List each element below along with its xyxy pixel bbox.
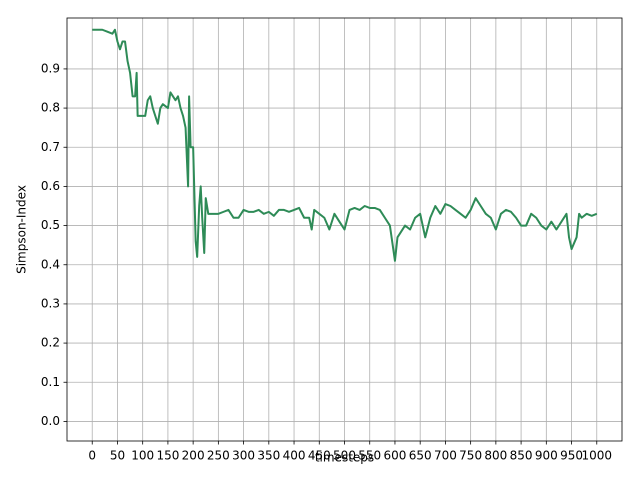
y-tick-label: 0.4 bbox=[41, 257, 60, 271]
grid bbox=[67, 18, 622, 441]
y-tick-label: 0.0 bbox=[41, 414, 60, 428]
x-tick-label: 150 bbox=[156, 449, 179, 463]
x-axis-label: timesteps bbox=[315, 451, 374, 465]
x-tick-label: 950 bbox=[560, 449, 583, 463]
x-tick-label: 300 bbox=[232, 449, 255, 463]
x-tick-label: 400 bbox=[283, 449, 306, 463]
y-tick-label: 0.9 bbox=[41, 61, 60, 75]
x-tick-label: 1000 bbox=[581, 449, 612, 463]
y-tick-label: 0.1 bbox=[41, 375, 60, 389]
y-tick-label: 0.2 bbox=[41, 336, 60, 350]
x-tick-label: 700 bbox=[434, 449, 457, 463]
x-tick-label: 350 bbox=[257, 449, 280, 463]
plot-area bbox=[92, 28, 598, 262]
y-tick-label: 0.6 bbox=[41, 179, 60, 193]
x-tick-label: 100 bbox=[131, 449, 154, 463]
x-tick-label: 250 bbox=[207, 449, 230, 463]
x-tick-label: 200 bbox=[182, 449, 205, 463]
y-tick-label: 0.8 bbox=[41, 101, 60, 115]
x-tick-label: 850 bbox=[510, 449, 533, 463]
y-tick-label: 0.5 bbox=[41, 218, 60, 232]
data-line bbox=[92, 28, 598, 262]
x-tick-label: 900 bbox=[535, 449, 558, 463]
x-tick-label: 550 bbox=[358, 449, 381, 463]
y-axis-label: Simpson-Index bbox=[15, 185, 29, 274]
x-tick-label: 0 bbox=[88, 449, 96, 463]
x-tick-label: 50 bbox=[110, 449, 125, 463]
x-tick-label: 750 bbox=[459, 449, 482, 463]
y-tick-label: 0.3 bbox=[41, 296, 60, 310]
x-tick-label: 800 bbox=[484, 449, 507, 463]
x-tick-label: 650 bbox=[409, 449, 432, 463]
x-tick-label: 500 bbox=[333, 449, 356, 463]
y-tick-label: 0.7 bbox=[41, 140, 60, 154]
x-tick-label: 600 bbox=[384, 449, 407, 463]
x-tick-label: 450 bbox=[308, 449, 331, 463]
